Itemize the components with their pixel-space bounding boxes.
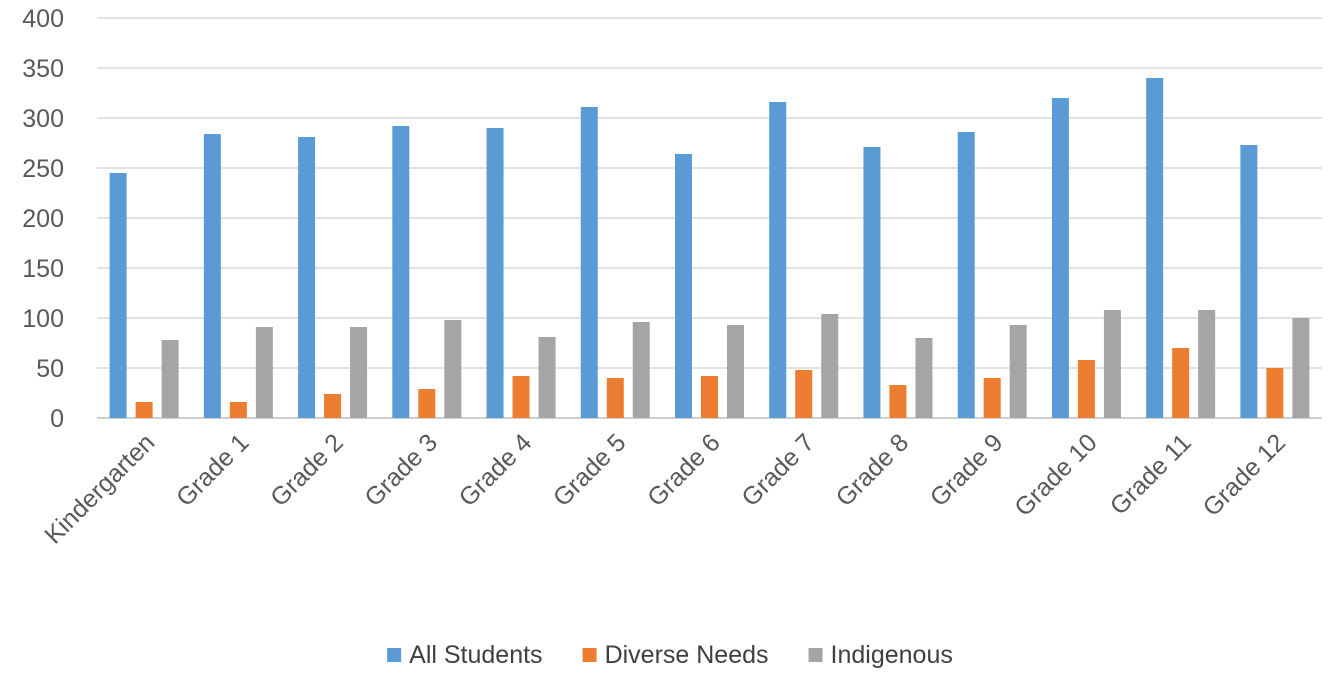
y-tick-label: 250: [22, 155, 64, 183]
y-axis-ticks: 0 50 100 150 200 250 300 350 400: [22, 5, 64, 433]
legend-label-diverse-needs: Diverse Needs: [605, 641, 769, 669]
bar-all-students: [769, 102, 787, 418]
bar-all-students: [298, 137, 316, 418]
bar-diverse-needs: [606, 378, 624, 418]
bar-all-students: [1146, 78, 1164, 418]
legend-swatch-all-students: [387, 648, 402, 662]
x-tick-label: Kindergarten: [39, 428, 160, 549]
gridlines: [97, 17, 1322, 419]
bar-indigenous: [161, 340, 179, 418]
bar-all-students: [1051, 98, 1069, 418]
bar-indigenous: [350, 327, 368, 418]
x-tick-label: Grade 11: [1105, 428, 1197, 520]
y-tick-label: 150: [22, 255, 64, 283]
x-tick-label: Grade 6: [642, 428, 726, 512]
bar-all-students: [109, 173, 127, 418]
y-tick-label: 350: [22, 55, 64, 83]
bar-diverse-needs: [1172, 348, 1190, 418]
bar-indigenous: [727, 325, 744, 418]
bar-diverse-needs: [324, 394, 342, 418]
bar-diverse-needs: [889, 385, 907, 418]
bar-all-students: [863, 147, 881, 418]
legend-swatch-diverse-needs: [582, 648, 597, 662]
legend-label-indigenous: Indigenous: [831, 641, 953, 669]
x-tick-label: Grade 1: [171, 428, 255, 512]
bar-diverse-needs: [701, 376, 718, 418]
x-tick-label: Grade 5: [548, 428, 632, 512]
bar-diverse-needs: [418, 389, 436, 418]
bar-diverse-needs: [983, 378, 1001, 418]
legend-label-all-students: All Students: [409, 641, 542, 669]
y-tick-label: 200: [22, 205, 64, 233]
bar-diverse-needs: [795, 370, 813, 418]
y-tick-label: 100: [22, 305, 64, 333]
x-tick-label: Grade 9: [925, 428, 1009, 512]
bar-indigenous: [444, 320, 462, 418]
x-tick-label: Grade 2: [265, 428, 349, 512]
bar-diverse-needs: [512, 376, 530, 418]
y-tick-label: 400: [22, 5, 64, 33]
legend-swatch-indigenous: [808, 648, 823, 662]
y-tick-label: 0: [50, 405, 64, 433]
y-tick-label: 50: [36, 355, 64, 383]
x-tick-label: Grade 12: [1198, 428, 1292, 522]
x-tick-label: Grade 10: [1009, 428, 1103, 522]
bars: [109, 78, 1310, 418]
x-tick-label: Grade 8: [831, 428, 915, 512]
bar-indigenous: [632, 322, 650, 418]
bar-all-students: [580, 107, 598, 418]
bar-all-students: [203, 134, 221, 418]
bar-all-students: [486, 128, 504, 418]
bar-indigenous: [1198, 310, 1216, 418]
bar-indigenous: [1009, 325, 1027, 418]
bar-indigenous: [1103, 310, 1121, 418]
bar-indigenous: [1292, 318, 1310, 418]
bar-indigenous: [821, 314, 839, 418]
bar-all-students: [392, 126, 410, 418]
bar-indigenous: [538, 337, 556, 418]
bar-all-students: [957, 132, 975, 418]
bar-diverse-needs: [1266, 368, 1284, 418]
bar-all-students: [1240, 145, 1258, 418]
bar-diverse-needs: [135, 402, 153, 418]
x-tick-label: Grade 4: [454, 428, 538, 512]
bar-diverse-needs: [1077, 360, 1095, 418]
x-axis-ticks: Kindergarten Grade 1 Grade 2 Grade 3 Grade 4…: [39, 428, 1291, 549]
legend: All Students Diverse Needs Indigenous: [387, 641, 953, 669]
bar-indigenous: [915, 338, 933, 418]
bar-diverse-needs: [229, 402, 247, 418]
bar-all-students: [675, 154, 692, 418]
x-tick-label: Grade 7: [736, 428, 820, 512]
bar-indigenous: [255, 327, 273, 418]
y-tick-label: 300: [22, 105, 64, 133]
x-tick-label: Grade 3: [359, 428, 443, 512]
